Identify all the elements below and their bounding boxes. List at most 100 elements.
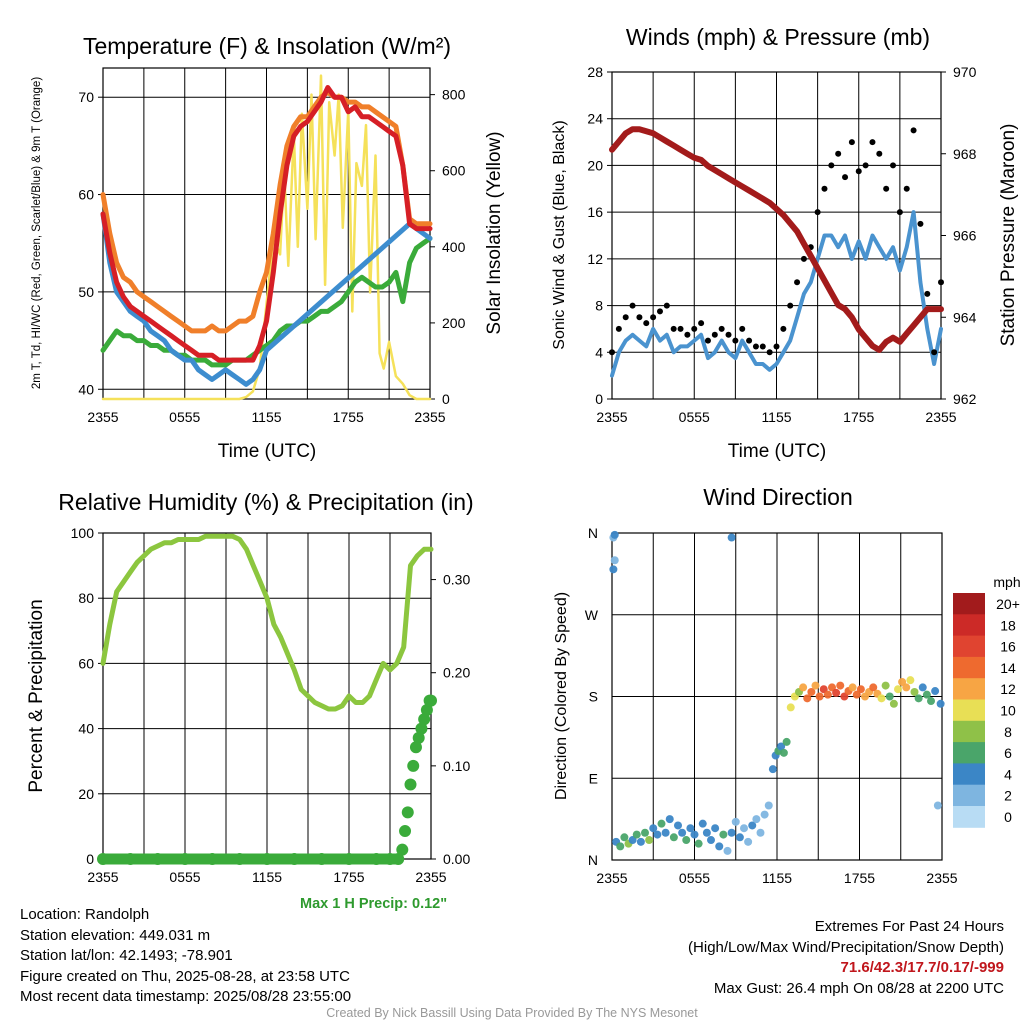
- station-info: Location: Randolph Station elevation: 44…: [20, 905, 351, 1008]
- colorbar-swatch: [953, 784, 985, 807]
- direction-point: [632, 830, 641, 839]
- direction-point: [748, 821, 757, 830]
- direction-point: [698, 819, 707, 828]
- humidity-title: Relative Humidity (%) & Precipitation (i…: [58, 489, 473, 515]
- wind-direction-title: Wind Direction: [703, 484, 853, 510]
- max-precip-annotation: Max 1 H Precip: 0.12": [300, 896, 448, 912]
- direction-tick-label: E: [589, 770, 598, 786]
- colorbar-label: 10: [1000, 703, 1016, 719]
- precip-point: [401, 806, 414, 819]
- direction-point: [906, 676, 915, 685]
- gust-point: [835, 150, 842, 157]
- max-gust: Max Gust: 26.4 mph On 08/28 at 2200 UTC: [713, 979, 1004, 997]
- precip-point: [425, 694, 437, 707]
- direction-point: [694, 839, 703, 848]
- series-line-td-green: [100, 235, 433, 368]
- direction-point: [877, 694, 886, 703]
- y-tick-label: 60: [78, 187, 94, 203]
- series-line-9m-t-orange: [100, 89, 433, 334]
- gust-point: [814, 209, 821, 216]
- series-line-relative-humidity: [100, 533, 434, 712]
- direction-point: [661, 828, 670, 837]
- direction-point: [711, 824, 720, 833]
- direction-point: [828, 683, 836, 692]
- x-tick-label: 2355: [414, 409, 445, 425]
- colorbar-label: 0: [1004, 809, 1012, 825]
- direction-point: [777, 742, 786, 751]
- winds-ylabel-right: Station Pressure (Maroon): [998, 124, 1019, 347]
- x-tick-label: 1755: [333, 869, 364, 885]
- precip-point: [418, 713, 431, 726]
- direction-point: [832, 688, 841, 697]
- winds-panel: Winds (mph) & Pressure (mb) 2355 0555 1155…: [551, 24, 1019, 462]
- series-line-2m-t-red: [100, 85, 433, 363]
- gust-point: [883, 185, 890, 192]
- x-tick-label: 2355: [925, 409, 956, 425]
- direction-point: [922, 690, 931, 699]
- colorbar-swatch: [953, 720, 985, 743]
- direction-tick-label: N: [588, 525, 598, 541]
- gust-point: [752, 343, 759, 350]
- temperature-title: Temperature (F) & Insolation (W/m²): [83, 33, 451, 59]
- x-tick-label: 2355: [87, 869, 118, 885]
- humidity-ticks: 2355 0555 1155 1755 2355 0 20 40 60 80 100 0.00 0.10…: [71, 525, 471, 885]
- direction-point: [756, 828, 765, 837]
- gust-point: [876, 150, 883, 157]
- x-tick-label: 1155: [762, 870, 792, 886]
- direction-point: [803, 694, 812, 703]
- direction-point: [852, 690, 861, 699]
- direction-point: [779, 748, 788, 757]
- direction-point: [782, 737, 791, 746]
- gust-point: [691, 325, 698, 332]
- y-tick-label: 40: [78, 721, 94, 737]
- direction-point: [690, 830, 699, 839]
- gust-point: [855, 168, 862, 175]
- y-tick-label: 12: [587, 251, 603, 267]
- y2-tick-label: 0: [442, 391, 450, 407]
- direction-point: [869, 683, 878, 692]
- y-tick-label: 80: [78, 590, 94, 606]
- gust-point: [869, 139, 876, 146]
- direction-point: [641, 828, 649, 837]
- extremes-info: Extremes For Past 24 Hours (High/Low/Max…: [688, 917, 1004, 999]
- colorbar-label: 2: [1004, 788, 1012, 804]
- direction-point: [836, 681, 845, 690]
- direction-point: [610, 530, 619, 539]
- y2-tick-label: 966: [953, 228, 977, 244]
- gust-point: [787, 302, 794, 309]
- gust-point: [698, 320, 705, 327]
- colorbar-label: 16: [1000, 639, 1016, 655]
- gust-point: [910, 127, 917, 134]
- direction-point: [620, 833, 629, 842]
- direction-point: [881, 681, 890, 690]
- direction-point: [678, 828, 687, 837]
- colorbar-swatch: [953, 742, 985, 764]
- station-elevation: Station elevation: 449.031 m: [20, 926, 211, 944]
- y2-tick-label: 600: [442, 163, 466, 179]
- y2-tick-label: 962: [953, 391, 977, 407]
- y2-tick-label: 968: [953, 146, 977, 162]
- y-tick-label: 50: [78, 284, 94, 300]
- direction-point: [636, 837, 645, 846]
- precip-point: [420, 703, 433, 716]
- gust-point: [725, 331, 732, 338]
- direction-point: [610, 556, 619, 565]
- gust-point: [766, 349, 773, 356]
- direction-point: [889, 699, 898, 708]
- y2-tick-label: 970: [953, 64, 977, 80]
- direction-point: [840, 692, 849, 701]
- humidity-ylabel-left: Percent & Precipitation: [26, 599, 47, 792]
- gust-point: [643, 320, 650, 327]
- y2-tick-label: 0.00: [443, 851, 470, 867]
- gust-point: [636, 314, 643, 321]
- direction-point: [740, 824, 748, 833]
- extremes-heading: Extremes For Past 24 Hours: [814, 918, 1004, 935]
- gust-point: [663, 302, 670, 309]
- wind-direction-points: [609, 530, 945, 855]
- y-tick-label: 0: [86, 851, 94, 867]
- direction-point: [927, 697, 935, 706]
- credit-line: Created By Nick Bassill Using Data Provi…: [326, 1006, 698, 1020]
- precip-point: [407, 759, 420, 772]
- gust-point: [890, 162, 897, 169]
- direction-point: [649, 824, 658, 833]
